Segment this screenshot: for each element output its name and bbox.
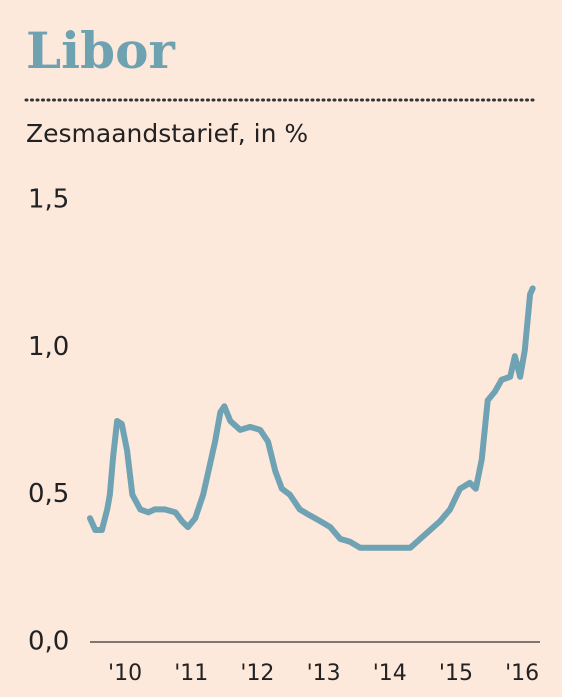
y-tick-label: 0,0 [28, 627, 69, 657]
y-tick-label: 0,5 [28, 479, 69, 509]
chart-subtitle: Zesmaandstarief, in % [26, 119, 308, 148]
x-tick-label: '16 [505, 661, 539, 686]
x-tick-label: '11 [174, 661, 208, 686]
x-tick-label: '13 [307, 661, 341, 686]
x-tick-label: '10 [108, 661, 142, 686]
chart-title: Libor [26, 21, 175, 80]
line [87, 285, 536, 551]
x-tick-label: '15 [439, 661, 473, 686]
x-tick-label: '14 [373, 661, 407, 686]
x-tick-label: '12 [240, 661, 274, 686]
y-tick-label: 1,0 [28, 332, 69, 362]
y-tick-label: 1,5 [28, 185, 69, 215]
